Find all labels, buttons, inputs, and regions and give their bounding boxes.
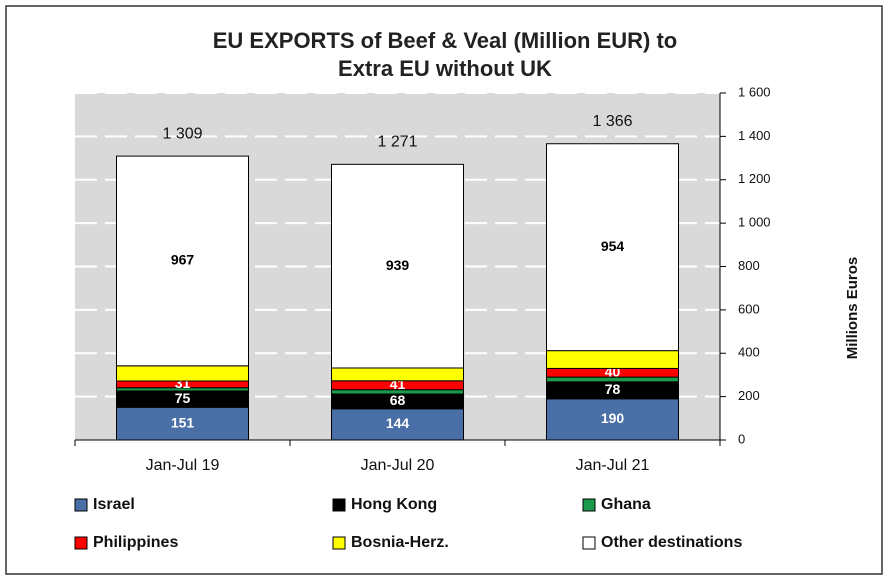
data-label: 151 [171, 414, 195, 430]
data-label: 939 [386, 257, 410, 273]
x-tick-label: Jan-Jul 21 [576, 457, 650, 474]
data-label: 954 [601, 238, 625, 254]
bar-segment [546, 350, 679, 369]
total-label: 1 366 [592, 113, 632, 130]
data-label: 190 [601, 410, 625, 426]
bar-segment [116, 155, 249, 367]
chart-title: Extra EU without UK [338, 56, 552, 81]
y-tick-label: 1 600 [738, 84, 771, 99]
y-tick-label: 400 [738, 345, 760, 360]
legend-label: Ghana [601, 496, 651, 513]
data-label: 78 [605, 381, 621, 397]
legend-swatch [582, 498, 596, 512]
y-tick-label: 1 000 [738, 215, 771, 230]
legend-label: Bosnia-Herz. [351, 534, 449, 551]
bar-segment [331, 408, 464, 441]
y-axis-label: Millions Euros [844, 257, 861, 360]
y-tick-label: 600 [738, 301, 760, 316]
y-tick-label: 800 [738, 258, 760, 273]
bar-segment [331, 367, 464, 382]
legend-label: Hong Kong [351, 496, 437, 513]
x-tick-label: Jan-Jul 19 [146, 457, 220, 474]
y-tick-label: 1 200 [738, 171, 771, 186]
total-label: 1 309 [162, 125, 202, 142]
legend-label: Israel [93, 496, 135, 513]
x-tick-label: Jan-Jul 20 [361, 457, 435, 474]
bar-segment [546, 398, 679, 441]
legend-label: Philippines [93, 534, 178, 551]
data-label: 144 [386, 415, 410, 431]
total-label: 1 271 [377, 134, 417, 151]
legend-swatch [332, 498, 346, 512]
bar-segment [116, 365, 249, 382]
legend-swatch [74, 498, 88, 512]
y-tick-label: 200 [738, 388, 760, 403]
y-tick-label: 1 400 [738, 128, 771, 143]
y-tick-label: 0 [738, 431, 745, 446]
data-label: 967 [171, 252, 195, 268]
bar-segment [331, 163, 464, 369]
legend-swatch [332, 536, 346, 550]
legend-label: Other destinations [601, 534, 742, 551]
data-label: 75 [175, 390, 191, 406]
legend-swatch [582, 536, 596, 550]
data-label: 68 [390, 392, 406, 408]
bar-segment [116, 406, 249, 441]
chart-title: EU EXPORTS of Beef & Veal (Million EUR) … [213, 28, 678, 53]
bar-segment [546, 143, 679, 352]
legend-swatch [74, 536, 88, 550]
